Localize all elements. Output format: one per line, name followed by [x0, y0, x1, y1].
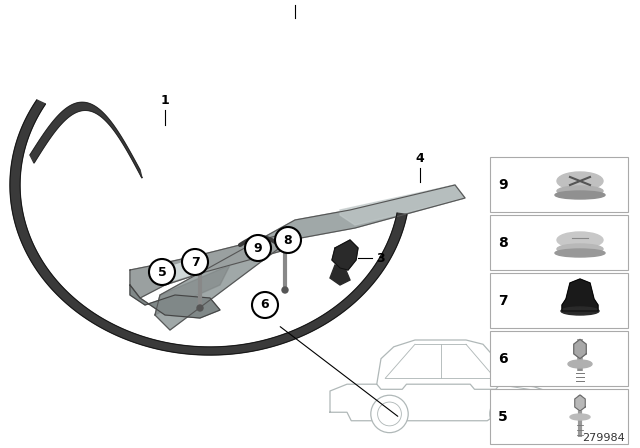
- Ellipse shape: [557, 244, 603, 254]
- Circle shape: [197, 305, 203, 311]
- Text: 2: 2: [291, 0, 300, 3]
- Text: 1: 1: [161, 94, 170, 107]
- Circle shape: [245, 235, 271, 261]
- Text: 7: 7: [191, 255, 200, 268]
- Circle shape: [149, 259, 175, 285]
- FancyBboxPatch shape: [490, 332, 628, 387]
- Text: 8: 8: [498, 236, 508, 250]
- Polygon shape: [562, 279, 598, 311]
- Circle shape: [282, 287, 288, 293]
- Polygon shape: [130, 235, 285, 298]
- Ellipse shape: [570, 414, 590, 420]
- Circle shape: [378, 402, 401, 426]
- Ellipse shape: [561, 307, 599, 315]
- Text: 4: 4: [415, 152, 424, 165]
- Ellipse shape: [555, 191, 605, 199]
- FancyBboxPatch shape: [490, 158, 628, 212]
- Circle shape: [371, 395, 408, 433]
- Text: 7: 7: [498, 294, 508, 308]
- FancyBboxPatch shape: [490, 389, 628, 444]
- Text: 5: 5: [498, 410, 508, 424]
- Circle shape: [182, 249, 208, 275]
- Text: 279984: 279984: [582, 433, 625, 443]
- FancyBboxPatch shape: [490, 273, 628, 328]
- Polygon shape: [574, 340, 586, 358]
- FancyBboxPatch shape: [490, 215, 628, 271]
- Polygon shape: [377, 340, 500, 384]
- Text: 9: 9: [498, 178, 508, 192]
- Text: 8: 8: [284, 233, 292, 246]
- Text: 3: 3: [376, 251, 385, 264]
- Polygon shape: [340, 185, 465, 225]
- Ellipse shape: [557, 172, 603, 190]
- Polygon shape: [30, 102, 142, 178]
- Polygon shape: [575, 395, 585, 411]
- Ellipse shape: [555, 249, 605, 257]
- Text: 6: 6: [498, 352, 508, 366]
- Polygon shape: [330, 384, 556, 421]
- Ellipse shape: [557, 186, 603, 196]
- Ellipse shape: [568, 360, 592, 368]
- Polygon shape: [332, 240, 358, 270]
- Polygon shape: [10, 100, 407, 355]
- Polygon shape: [160, 262, 190, 283]
- Circle shape: [497, 402, 520, 426]
- Circle shape: [252, 292, 278, 318]
- Polygon shape: [130, 285, 220, 318]
- Text: 9: 9: [253, 241, 262, 254]
- Circle shape: [490, 395, 527, 433]
- Polygon shape: [155, 265, 230, 315]
- Polygon shape: [330, 265, 350, 285]
- Text: 6: 6: [260, 298, 269, 311]
- Text: 5: 5: [157, 266, 166, 279]
- Circle shape: [275, 227, 301, 253]
- Ellipse shape: [557, 232, 603, 248]
- Polygon shape: [155, 185, 465, 330]
